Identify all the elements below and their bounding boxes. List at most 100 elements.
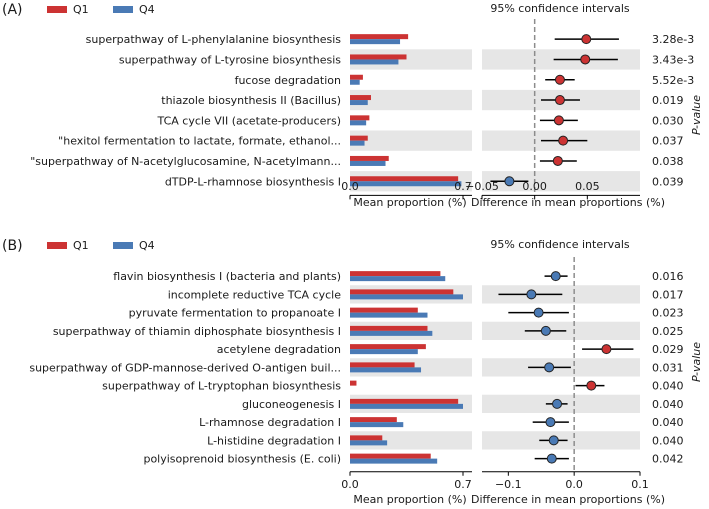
legend: Q1 Q4 <box>47 239 155 252</box>
bar-q4 <box>350 312 428 318</box>
bar-q1 <box>350 435 383 441</box>
legend-label-q1: Q1 <box>73 3 89 16</box>
bar-q1 <box>350 289 454 295</box>
diff-point <box>540 325 551 336</box>
category-label: superpathway of L-tryptophan biosynthesi… <box>102 380 341 393</box>
category-label: superpathway of L-tyrosine biosynthesis <box>119 53 341 66</box>
diff-point <box>586 380 597 391</box>
category-label: superpathway of thiamin diphosphate bios… <box>53 325 341 338</box>
bar-q1 <box>350 155 389 161</box>
bar-q4 <box>350 458 438 464</box>
panel-a: (A) Q1 Q4 95% confidence intervals superpath… <box>2 2 703 209</box>
left-x-tick-label: 0.7 <box>454 180 472 193</box>
bar-q4 <box>350 39 401 45</box>
diff-point <box>544 362 555 373</box>
p-value-axis-label: P-value <box>690 342 703 382</box>
right-x-tick-label: 0.05 <box>575 180 600 193</box>
right-x-tick-label: 0.0 <box>565 478 583 491</box>
category-label: L-rhamnose degradation I <box>199 416 341 429</box>
bar-q1 <box>350 135 368 141</box>
p-value: 5.52e-3 <box>652 74 694 87</box>
p-value: 0.042 <box>652 453 684 466</box>
diff-point <box>552 398 563 409</box>
right-x-axis-label: Difference in mean proportions (%) <box>471 493 665 506</box>
category-label: fucose degradation <box>235 74 341 87</box>
category-label: "hexitol fermentation to lactate, format… <box>58 135 341 148</box>
p-value: 3.28e-3 <box>652 33 694 46</box>
diff-point <box>546 453 557 464</box>
panel-b: (B) Q1 Q4 95% confidence intervals flavin bi… <box>2 238 703 506</box>
bar-q4 <box>350 140 365 146</box>
bar-q1 <box>350 398 459 404</box>
bar-q4 <box>350 330 433 336</box>
bar-q4 <box>350 100 368 106</box>
legend-label-q1: Q1 <box>73 239 89 252</box>
category-label: flavin biosynthesis I (bacteria and plan… <box>113 270 341 283</box>
diff-point <box>504 176 515 187</box>
bar-q1 <box>350 417 397 423</box>
p-value: 0.039 <box>652 175 684 188</box>
diff-point <box>554 95 565 106</box>
p-value: 0.040 <box>652 380 684 393</box>
category-label: superpathway of L-phenylalanine biosynth… <box>86 33 342 46</box>
bar-q1 <box>350 344 426 350</box>
right-x-tick-label: −0.1 <box>495 478 522 491</box>
bar-q4 <box>350 160 386 166</box>
row-stripe-right <box>482 171 640 192</box>
bar-q1 <box>350 176 459 182</box>
category-label: polyisoprenoid biosynthesis (E. coli) <box>143 453 341 466</box>
p-value: 3.43e-3 <box>652 53 694 66</box>
category-label: superpathway of GDP-mannose-derived O-an… <box>29 361 341 374</box>
diff-point <box>548 435 559 446</box>
p-value: 0.031 <box>652 361 684 374</box>
diff-point <box>552 155 563 166</box>
legend-swatch-q1 <box>47 6 67 13</box>
bar-q1 <box>350 34 409 40</box>
diff-point <box>550 271 561 282</box>
diff-point <box>601 344 612 355</box>
p-value: 0.040 <box>652 416 684 429</box>
bar-q1 <box>350 362 415 368</box>
p-value: 0.019 <box>652 94 684 107</box>
p-value: 0.016 <box>652 270 684 283</box>
bar-q4 <box>350 276 446 282</box>
category-label: "superpathway of N-acetylglucosamine, N-… <box>30 155 341 168</box>
right-x-tick-label: 0.00 <box>522 180 547 193</box>
bar-q1 <box>350 307 418 313</box>
left-x-tick-label: 0.7 <box>454 478 472 491</box>
legend-label-q4: Q4 <box>139 3 155 16</box>
bar-q4 <box>350 440 388 446</box>
category-label: acetylene degradation <box>217 343 341 356</box>
panel-label: (B) <box>2 238 23 254</box>
bar-q1 <box>350 325 428 331</box>
bar-q1 <box>350 271 441 277</box>
p-value: 0.017 <box>652 288 684 301</box>
category-label: gluconeogenesis I <box>242 398 341 411</box>
bar-q4 <box>350 403 463 409</box>
bar-q1 <box>350 95 371 101</box>
bar-q4 <box>350 422 404 428</box>
bar-q1 <box>350 54 407 60</box>
category-label: thiazole biosynthesis II (Bacillus) <box>161 94 341 107</box>
bar-q4 <box>350 294 463 300</box>
diff-point <box>553 115 564 126</box>
row-stripe-left <box>350 49 472 70</box>
legend-swatch-q4 <box>113 242 133 249</box>
right-x-axis-label: Difference in mean proportions (%) <box>471 196 665 209</box>
right-x-tick-label: 0.1 <box>631 478 649 491</box>
diff-point <box>581 34 592 45</box>
legend: Q1 Q4 <box>47 3 155 16</box>
diff-point <box>554 74 565 85</box>
bar-q4 <box>350 181 462 187</box>
left-x-axis-label: Mean proportion (%) <box>353 493 466 506</box>
left-x-axis-label: Mean proportion (%) <box>353 196 466 209</box>
bar-q1 <box>350 74 363 80</box>
bar-q4 <box>350 79 360 85</box>
p-value: 0.040 <box>652 434 684 447</box>
p-value: 0.040 <box>652 398 684 411</box>
diff-point <box>526 289 537 300</box>
bar-q1 <box>350 380 357 386</box>
right-x-tick-label: −0.05 <box>465 180 499 193</box>
p-value: 0.038 <box>652 155 684 168</box>
